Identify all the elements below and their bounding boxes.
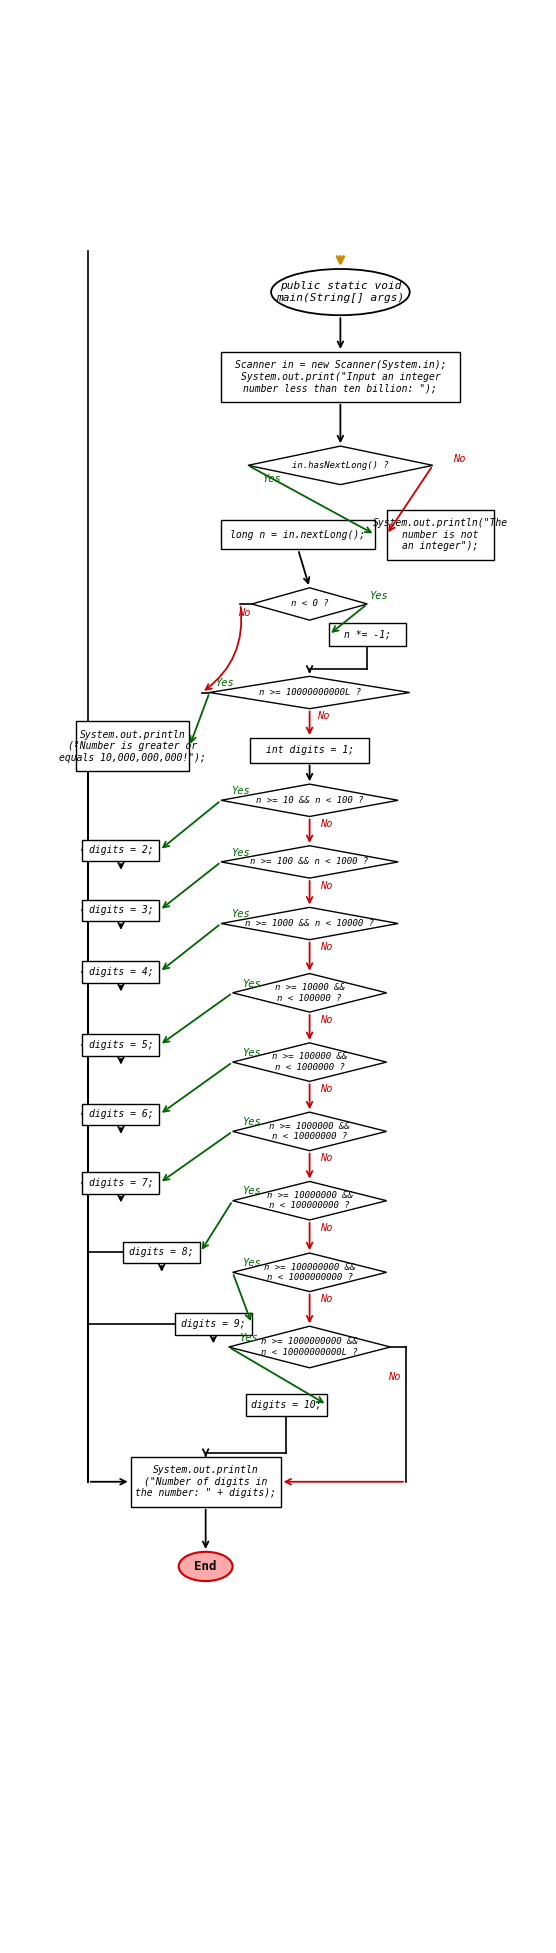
Text: Scanner in = new Scanner(System.in);
System.out.print("Input an integer
number l: Scanner in = new Scanner(System.in); Sys… bbox=[235, 359, 446, 393]
Text: n >= 100000000 &&
n < 1000000000 ?: n >= 100000000 && n < 1000000000 ? bbox=[264, 1264, 355, 1281]
Text: Yes: Yes bbox=[242, 1187, 261, 1197]
Text: digits = 6;: digits = 6; bbox=[88, 1109, 153, 1119]
Ellipse shape bbox=[271, 270, 410, 314]
Text: in.hasNextLong() ?: in.hasNextLong() ? bbox=[292, 461, 389, 471]
Bar bbox=[76, 721, 190, 771]
Text: Yes: Yes bbox=[239, 1332, 257, 1344]
Bar bbox=[82, 1172, 160, 1193]
Text: long n = in.nextLong();: long n = in.nextLong(); bbox=[231, 529, 366, 539]
Text: No: No bbox=[317, 711, 330, 721]
Text: System.out.println("The
number is not
an integer");: System.out.println("The number is not an… bbox=[373, 518, 508, 551]
Text: No: No bbox=[320, 943, 333, 953]
Text: Yes: Yes bbox=[369, 592, 388, 602]
Bar bbox=[386, 510, 494, 561]
Text: int digits = 1;: int digits = 1; bbox=[266, 746, 354, 756]
Text: n >= 10000000000L ?: n >= 10000000000L ? bbox=[259, 687, 361, 697]
Bar bbox=[175, 1312, 252, 1334]
Text: No: No bbox=[320, 881, 333, 891]
Text: n >= 10 && n < 100 ?: n >= 10 && n < 100 ? bbox=[256, 795, 363, 805]
Text: digits = 9;: digits = 9; bbox=[181, 1318, 246, 1328]
Text: digits = 2;: digits = 2; bbox=[88, 846, 153, 855]
Text: Yes: Yes bbox=[231, 785, 250, 797]
Text: Yes: Yes bbox=[231, 848, 250, 857]
Text: No: No bbox=[238, 607, 250, 619]
Polygon shape bbox=[232, 973, 386, 1012]
Bar bbox=[221, 519, 375, 549]
Polygon shape bbox=[248, 445, 433, 484]
Text: n >= 1000000 &&
n < 10000000 ?: n >= 1000000 && n < 10000000 ? bbox=[269, 1121, 350, 1141]
Polygon shape bbox=[229, 1326, 390, 1367]
Bar bbox=[82, 1103, 160, 1125]
Polygon shape bbox=[232, 1254, 386, 1291]
Text: n >= 100000 &&
n < 1000000 ?: n >= 100000 && n < 1000000 ? bbox=[272, 1053, 347, 1072]
Text: No: No bbox=[320, 1223, 333, 1232]
Polygon shape bbox=[252, 588, 368, 621]
Bar bbox=[246, 1394, 327, 1416]
Text: n >= 100 && n < 1000 ?: n >= 100 && n < 1000 ? bbox=[250, 857, 369, 867]
Text: No: No bbox=[454, 455, 466, 465]
Bar bbox=[131, 1457, 281, 1508]
Ellipse shape bbox=[178, 1553, 232, 1582]
Text: Yes: Yes bbox=[242, 1049, 261, 1059]
Text: Yes: Yes bbox=[242, 1258, 261, 1267]
Text: Yes: Yes bbox=[262, 475, 280, 484]
Text: digits = 4;: digits = 4; bbox=[88, 967, 153, 976]
Text: Yes: Yes bbox=[231, 910, 250, 920]
Polygon shape bbox=[221, 846, 398, 879]
Text: n *= -1;: n *= -1; bbox=[344, 629, 391, 641]
Polygon shape bbox=[221, 785, 398, 816]
Text: digits = 5;: digits = 5; bbox=[88, 1041, 153, 1051]
Text: System.out.println
("Number is greater or
equals 10,000,000,000!");: System.out.println ("Number is greater o… bbox=[59, 730, 206, 764]
Text: No: No bbox=[388, 1373, 400, 1383]
Text: No: No bbox=[320, 1154, 333, 1164]
Bar bbox=[123, 1242, 200, 1264]
Text: No: No bbox=[320, 1084, 333, 1094]
Text: No: No bbox=[320, 1016, 333, 1025]
Bar bbox=[82, 961, 160, 982]
Text: digits = 10;: digits = 10; bbox=[251, 1400, 322, 1410]
Text: Yes: Yes bbox=[242, 978, 261, 988]
Text: Yes: Yes bbox=[242, 1117, 261, 1127]
Text: n < 0 ?: n < 0 ? bbox=[291, 600, 329, 609]
Text: digits = 8;: digits = 8; bbox=[130, 1248, 194, 1258]
Polygon shape bbox=[232, 1111, 386, 1150]
Text: No: No bbox=[320, 1295, 333, 1305]
Polygon shape bbox=[210, 676, 410, 709]
Text: public static void
main(String[] args): public static void main(String[] args) bbox=[276, 281, 405, 303]
Text: n >= 1000000000 &&
n < 10000000000L ?: n >= 1000000000 && n < 10000000000L ? bbox=[261, 1338, 358, 1357]
Text: System.out.println
("Number of digits in
the number: " + digits);: System.out.println ("Number of digits in… bbox=[135, 1465, 276, 1498]
Bar bbox=[82, 1035, 160, 1057]
Polygon shape bbox=[232, 1182, 386, 1221]
Bar bbox=[329, 623, 406, 646]
Text: n >= 1000 && n < 10000 ?: n >= 1000 && n < 10000 ? bbox=[245, 920, 374, 928]
Text: digits = 7;: digits = 7; bbox=[88, 1178, 153, 1187]
Text: n >= 10000 &&
n < 100000 ?: n >= 10000 && n < 100000 ? bbox=[275, 982, 345, 1002]
Polygon shape bbox=[221, 908, 398, 939]
Text: Yes: Yes bbox=[216, 678, 234, 687]
Text: No: No bbox=[320, 818, 333, 830]
Polygon shape bbox=[232, 1043, 386, 1082]
Bar bbox=[250, 738, 369, 762]
Bar bbox=[221, 352, 460, 402]
Bar bbox=[82, 840, 160, 861]
Text: n >= 10000000 &&
n < 100000000 ?: n >= 10000000 && n < 100000000 ? bbox=[266, 1191, 353, 1211]
Bar bbox=[82, 900, 160, 922]
Text: digits = 3;: digits = 3; bbox=[88, 906, 153, 916]
Text: End: End bbox=[195, 1560, 217, 1572]
